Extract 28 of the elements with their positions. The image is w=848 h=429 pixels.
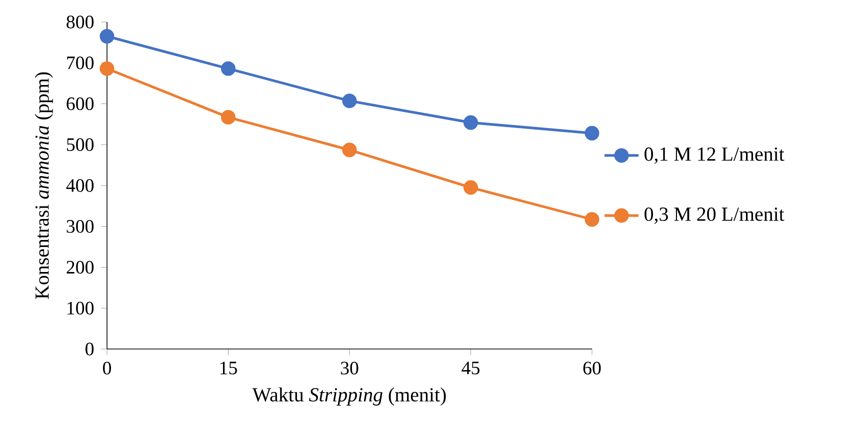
legend-label: 0,3 M 20 L/menit	[644, 207, 784, 224]
y-tick-label: 300	[66, 220, 94, 233]
y-tick-label: 200	[66, 260, 94, 274]
point	[463, 180, 478, 195]
y-tick-label: 800	[66, 16, 94, 28]
point	[100, 29, 114, 44]
point	[220, 110, 236, 125]
point	[342, 94, 357, 108]
y-tick-label: 500	[66, 138, 94, 152]
point	[342, 142, 357, 158]
point	[220, 61, 236, 76]
y-axis-title: Konsentrasi ammonia (ppm)	[34, 72, 53, 299]
y-tick-label: 100	[68, 302, 94, 315]
y-tick-label: 0	[86, 342, 94, 356]
x-tick-label: 45	[462, 362, 480, 374]
legend-label: 0,1 M 12 L/menit	[644, 147, 784, 164]
y-tick-label: 600	[66, 97, 94, 110]
x-tick-label: 30	[340, 362, 358, 374]
x-tick-label: 0	[102, 362, 112, 374]
y-tick-label: 700	[67, 56, 94, 70]
x-axis-title: Waktu Stripping (menit)	[252, 387, 446, 406]
x-tick-label: 60	[583, 362, 601, 374]
x-tick-label: 15	[220, 362, 237, 374]
y-tick-label: 400	[66, 179, 94, 192]
point	[584, 126, 600, 140]
point	[584, 212, 600, 227]
point	[100, 61, 114, 76]
point	[463, 115, 478, 130]
